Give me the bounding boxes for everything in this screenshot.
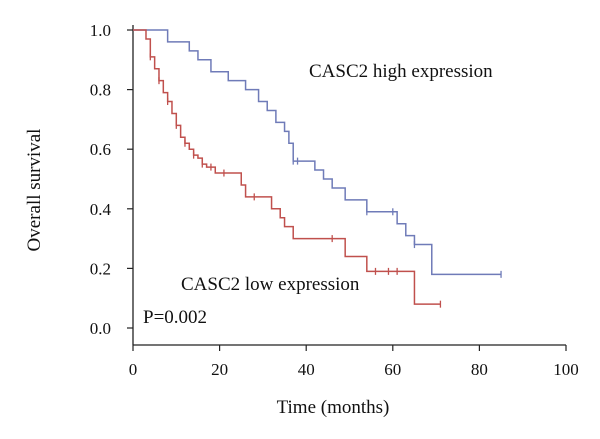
y-tick-label-0.2: 0.2 bbox=[90, 259, 111, 278]
x-tick-label-40: 40 bbox=[298, 360, 315, 379]
y-tick-label-1: 1.0 bbox=[90, 21, 111, 40]
axes bbox=[132, 25, 566, 346]
y-tick-label-0.4: 0.4 bbox=[90, 200, 112, 219]
y-axis-title: Overall survival bbox=[24, 129, 45, 252]
label-low-expression: CASC2 low expression bbox=[181, 274, 360, 295]
p-value-label: P=0.002 bbox=[143, 307, 207, 328]
x-tick-label-0: 0 bbox=[129, 360, 138, 379]
x-tick-label-60: 60 bbox=[384, 360, 401, 379]
y-tick-label-0: 0.0 bbox=[90, 319, 111, 338]
plot-area bbox=[133, 29, 502, 308]
y-tick-label-0.8: 0.8 bbox=[90, 81, 111, 100]
label-high-expression: CASC2 high expression bbox=[309, 61, 493, 82]
y-tick-label-0.6: 0.6 bbox=[90, 140, 111, 159]
x-tick-label-20: 20 bbox=[211, 360, 228, 379]
x-tick-label-80: 80 bbox=[471, 360, 488, 379]
x-tick-label-100: 100 bbox=[553, 360, 579, 379]
series-line-low bbox=[133, 29, 441, 305]
x-axis-title: Time (months) bbox=[277, 397, 390, 418]
ticks: 0 20 40 60 80 100 0.0 0.2 0.4 0.6 0.8 1.0 bbox=[90, 21, 579, 379]
series-line-high bbox=[133, 29, 502, 276]
